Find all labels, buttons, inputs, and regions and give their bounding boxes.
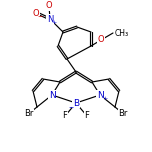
Text: O: O (33, 9, 39, 17)
Text: B: B (73, 98, 79, 107)
Text: +: + (51, 19, 57, 24)
Text: F: F (63, 112, 67, 121)
Text: +: + (102, 97, 108, 102)
Text: −: − (37, 14, 43, 19)
Text: N: N (49, 90, 55, 100)
Text: O: O (46, 2, 52, 10)
Text: Br: Br (118, 109, 128, 119)
Text: −: − (68, 105, 74, 109)
Text: Br: Br (24, 109, 34, 119)
Text: N: N (97, 90, 103, 100)
Text: O: O (98, 36, 104, 45)
Text: F: F (85, 112, 89, 121)
Text: N: N (47, 14, 53, 24)
Text: CH₃: CH₃ (115, 29, 129, 38)
